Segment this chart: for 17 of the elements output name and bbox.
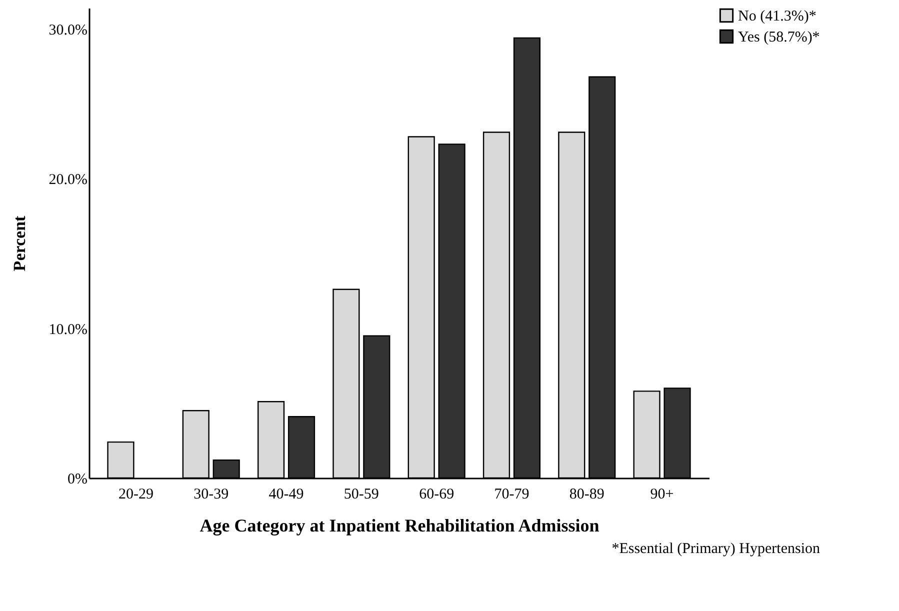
x-tick-label: 90+ — [650, 486, 674, 502]
x-tick-label: 60-69 — [419, 486, 454, 502]
legend-label: No (41.3%)* — [738, 8, 816, 24]
y-tick-label: 10.0% — [48, 322, 88, 338]
x-axis-title: Age Category at Inpatient Rehabilitation Admission — [200, 516, 600, 536]
y-tick-label: 20.0% — [48, 172, 88, 188]
x-tick-label: 80-89 — [569, 486, 604, 502]
x-tick-label: 20-29 — [118, 486, 154, 502]
x-tick-label: 40-49 — [268, 486, 304, 502]
legend-label: Yes (58.7%)* — [738, 30, 820, 46]
x-tick-label: 50-59 — [344, 486, 379, 502]
y-axis-title: Percent — [10, 215, 29, 272]
x-tick-label: 70-79 — [494, 486, 530, 502]
y-tick-label: 30.0% — [48, 22, 88, 38]
y-tick-label: 0% — [68, 472, 88, 488]
text: *Essential (Primary) Hypertension — [612, 541, 820, 557]
x-tick-label: 30-39 — [194, 486, 229, 502]
